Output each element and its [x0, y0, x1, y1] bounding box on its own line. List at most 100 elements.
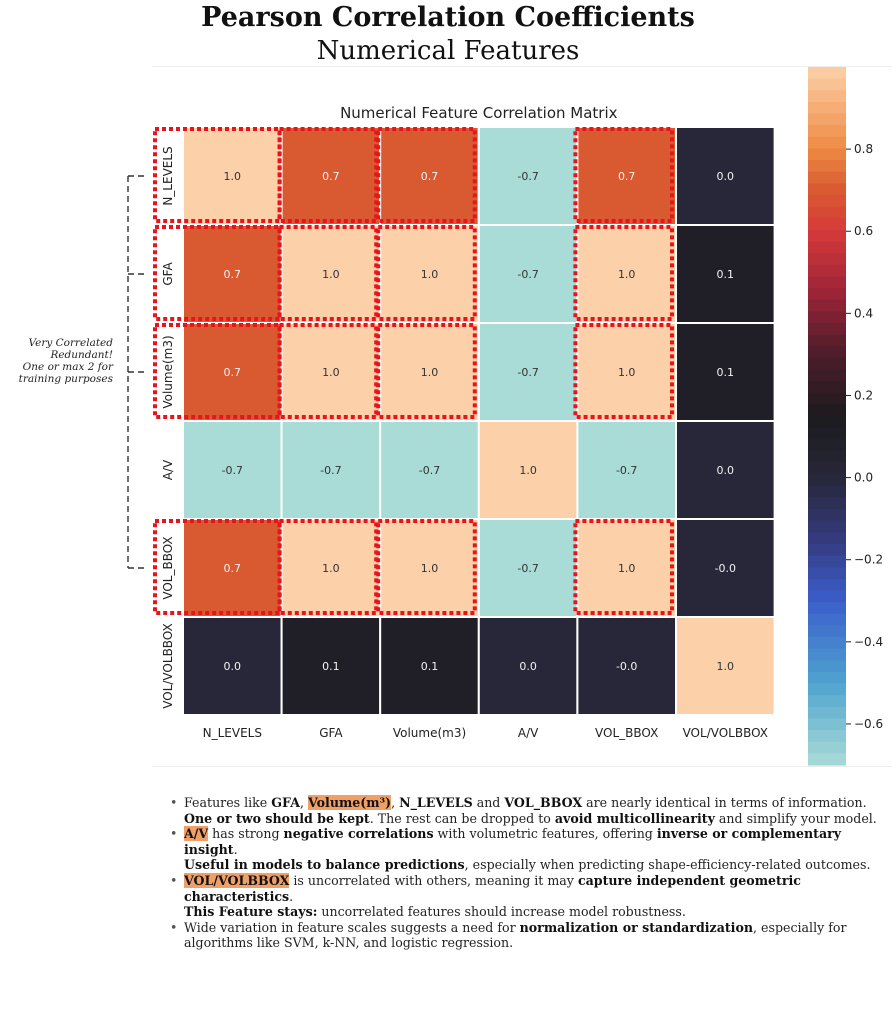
cell-value-label: -0.0	[715, 562, 736, 575]
page-title: Pearson Correlation Coefficients	[201, 2, 695, 33]
colorbar-segment	[808, 590, 846, 603]
text: with volumetric features, offering	[433, 826, 657, 842]
correlation-heatmap: Numerical Feature Correlation Matrix 1.0 0…	[127, 67, 883, 766]
bold-text: Useful in models to balance predictions	[184, 857, 465, 873]
heatmap-cell	[675, 322, 776, 422]
bold-text: N_LEVELS	[399, 795, 473, 810]
colorbar-segment	[808, 497, 846, 510]
colorbar-tick-label: −0.6	[854, 717, 883, 731]
insight-item: A/V has strong negative correlations wit…	[168, 826, 888, 873]
bold-text: capture independent geometric characteri…	[184, 872, 801, 904]
colorbar-segment	[808, 718, 846, 731]
bold-text: VOL_BBOX	[504, 795, 583, 810]
cell-value-label: 1.0	[618, 268, 636, 281]
page-subtitle: Numerical Features	[316, 36, 580, 66]
colorbar-segment	[808, 125, 846, 138]
colorbar-tick-label: −0.2	[854, 553, 883, 567]
insights-list: Features like GFA, Volume(m³), N_LEVELS …	[168, 795, 888, 951]
x-tick-label: Volume(m3)	[393, 726, 466, 740]
heatmap-cell	[379, 616, 480, 716]
colorbar-segment	[808, 229, 846, 243]
text: Wide variation in feature scales suggest…	[184, 919, 520, 935]
text: and simplify your model.	[714, 810, 877, 826]
x-tick-label: VOL_BBOX	[595, 726, 658, 740]
colorbar-segment	[808, 474, 846, 487]
colorbar-segment	[808, 171, 846, 184]
colorbar-tick-label: 0.2	[854, 388, 873, 402]
cell-value-label: 0.0	[717, 464, 735, 477]
bold-text: normalization or standardization	[519, 919, 754, 935]
colorbar-segment	[808, 78, 846, 91]
bold-text: negative correlations	[283, 826, 434, 842]
colorbar-segment	[808, 637, 846, 650]
highlight-text: VOL/VOLBBOX	[184, 872, 290, 888]
heatmap-cell	[182, 616, 283, 716]
heatmap-cell	[675, 126, 776, 226]
bold-text: avoid multicollinearity	[554, 810, 715, 826]
heatmap-cell	[675, 518, 776, 618]
colorbar-tick-label: −0.4	[854, 635, 883, 649]
y-tick-label: N_LEVELS	[161, 146, 175, 205]
bold-text: This Feature stays:	[184, 904, 318, 920]
bold-text: One or two should be kept	[184, 810, 370, 826]
colorbar-segment	[808, 660, 846, 673]
cell-value-label: 1.0	[322, 562, 340, 575]
highlight-box	[573, 323, 675, 419]
colorbar-segment	[808, 183, 846, 196]
cell-value-label: 1.0	[717, 660, 735, 673]
y-tick-label: Volume(m3)	[161, 335, 175, 408]
colorbar-segment	[808, 509, 846, 522]
colorbar-segment	[808, 218, 846, 231]
colorbar-segment	[808, 276, 846, 289]
colorbar-segment	[808, 485, 846, 499]
colorbar-segment	[808, 706, 846, 720]
cell-value-label: 0.0	[519, 660, 537, 673]
cell-value-label: -0.7	[320, 464, 341, 477]
colorbar-segment	[808, 695, 846, 708]
heatmap-cell	[477, 420, 579, 520]
colorbar-segment	[808, 67, 846, 80]
cell-value-label: 0.1	[717, 268, 735, 281]
colorbar-segment	[808, 311, 846, 324]
highlight-box	[573, 225, 675, 321]
cell-value-label: 0.1	[717, 366, 735, 379]
colorbar-segment	[808, 648, 846, 661]
colorbar-segment	[808, 567, 846, 580]
highlight-box	[573, 519, 675, 615]
redundancy-note: Very Correlated Redundant! One or max 2 …	[0, 337, 113, 385]
divider-top	[152, 66, 892, 67]
heatmap-cell	[675, 420, 776, 520]
colorbar-segment	[808, 346, 846, 359]
heatmap-cell	[280, 616, 382, 716]
cell-value-label: -0.7	[517, 562, 538, 575]
text: , especially when predicting shape-effic…	[464, 857, 871, 873]
heatmap-cell	[182, 322, 283, 422]
colorbar-segment	[808, 416, 846, 429]
cell-value-label: 0.7	[421, 170, 439, 183]
colorbar-segment	[808, 392, 846, 405]
cell-value-label: -0.7	[419, 464, 440, 477]
colorbar-segment	[808, 730, 846, 743]
text: , especially for algorithms like SVM, k-…	[184, 919, 847, 951]
text: is uncorrelated with others, meaning it …	[289, 872, 578, 888]
highlight-text: Volume(m³)	[308, 795, 392, 810]
colorbar-tick-label: 0.6	[854, 224, 873, 238]
insight-item: Wide variation in feature scales suggest…	[168, 920, 888, 951]
highlight-box	[376, 225, 477, 321]
heatmap-cell	[477, 126, 579, 226]
y-tick-label: GFA	[161, 262, 175, 286]
text: has strong	[208, 826, 284, 842]
cell-value-label: -0.7	[616, 464, 637, 477]
x-tick-label: N_LEVELS	[203, 726, 262, 740]
heatmap-cell	[280, 518, 382, 618]
heatmap-cell	[675, 616, 776, 716]
colorbar-segment	[808, 253, 846, 266]
cell-value-label: 1.0	[421, 268, 439, 281]
heatmap-cell	[477, 616, 579, 716]
divider-middle	[152, 766, 892, 767]
highlight-box	[376, 519, 477, 615]
text: .	[233, 841, 238, 857]
cell-value-label: 1.0	[322, 366, 340, 379]
highlight-box	[376, 323, 477, 419]
colorbar-tick-label: 0.4	[854, 306, 873, 320]
